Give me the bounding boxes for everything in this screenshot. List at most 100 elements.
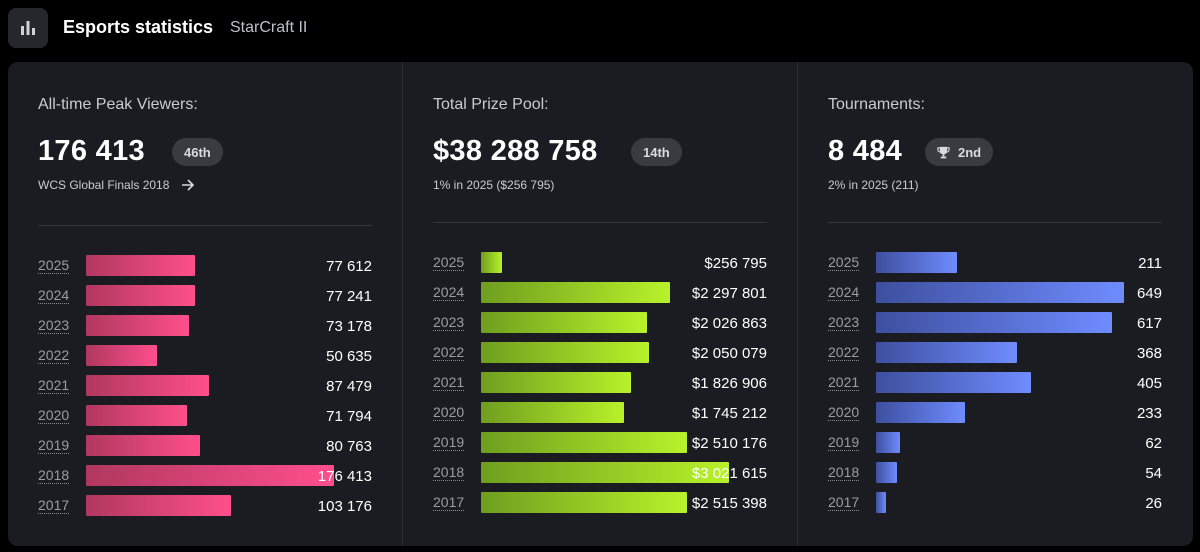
year-label[interactable]: 2020 — [38, 407, 70, 424]
bar-value-label: 211 — [1138, 255, 1162, 272]
stat-label: Total Prize Pool: — [433, 96, 549, 113]
bar — [86, 435, 200, 456]
bar — [86, 345, 157, 366]
bar-row: 2017 26 — [828, 488, 1162, 518]
bar-value-label: 176 413 — [317, 468, 372, 485]
year-label[interactable]: 2021 — [828, 374, 860, 391]
bar — [86, 495, 231, 516]
logo-button[interactable] — [8, 8, 48, 48]
bar — [481, 432, 687, 453]
bar-row: 2023 $2 026 863 — [433, 308, 767, 338]
bar-value-label: $256 795 — [704, 255, 767, 272]
stat-value: 8 484 — [828, 135, 903, 167]
bar-value-label: 617 — [1136, 315, 1162, 332]
bar-value-label: 368 — [1136, 345, 1162, 362]
bar-row: 2017 $2 515 398 — [433, 488, 767, 518]
bar-value-label: 77 612 — [326, 258, 372, 275]
bar — [876, 372, 1031, 393]
year-label[interactable]: 2021 — [38, 377, 70, 394]
year-label[interactable]: 2025 — [828, 254, 860, 271]
year-label[interactable]: 2017 — [828, 494, 860, 511]
bar-value-label: 73 178 — [326, 318, 372, 335]
tournament-share-text: 2% in 2025 (211) — [828, 178, 919, 192]
bar-row: 2020 71 794 — [38, 401, 372, 431]
bar-row: 2018 54 — [828, 458, 1162, 488]
peak-event-link[interactable]: WCS Global Finals 2018 — [38, 178, 195, 192]
bar — [481, 372, 631, 393]
bar — [86, 375, 209, 396]
game-name: StarCraft II — [230, 19, 308, 36]
year-label[interactable]: 2022 — [828, 344, 860, 361]
bar-row: 2021 $1 826 906 — [433, 368, 767, 398]
bar — [481, 252, 502, 273]
peak-event-name: WCS Global Finals 2018 — [38, 178, 170, 192]
year-label[interactable]: 2017 — [433, 494, 465, 511]
bar — [481, 282, 670, 303]
year-label[interactable]: 2020 — [433, 404, 465, 421]
year-label[interactable]: 2017 — [38, 497, 70, 514]
year-label[interactable]: 2018 — [828, 464, 860, 481]
bar — [86, 465, 334, 486]
year-label[interactable]: 2024 — [38, 287, 70, 304]
bar — [86, 255, 195, 276]
year-label[interactable]: 2023 — [38, 317, 70, 334]
year-label[interactable]: 2019 — [38, 437, 70, 454]
bar — [876, 342, 1017, 363]
year-label[interactable]: 2024 — [433, 284, 465, 301]
bar-value-label: 54 — [1145, 465, 1162, 482]
year-label[interactable]: 2020 — [828, 404, 860, 421]
bar — [876, 282, 1124, 303]
year-label[interactable]: 2024 — [828, 284, 860, 301]
bar — [481, 312, 647, 333]
bar-row: 2022 50 635 — [38, 341, 372, 371]
year-label[interactable]: 2023 — [828, 314, 860, 331]
bar-value-label: 87 479 — [326, 378, 372, 395]
year-label[interactable]: 2025 — [38, 257, 70, 274]
bar — [876, 402, 965, 423]
arrow-right-icon — [182, 179, 195, 191]
stat-label: All-time Peak Viewers: — [38, 96, 198, 113]
bar-value-label: 233 — [1136, 405, 1162, 422]
bar-value-label: $2 050 079 — [691, 345, 767, 362]
bar-value-label: 649 — [1136, 285, 1162, 302]
stats-panel: All-time Peak Viewers: 176 413 46th WCS … — [8, 62, 1193, 546]
bar — [86, 405, 187, 426]
bar-value-label: 26 — [1145, 495, 1162, 512]
top-bar: Esports statistics StarCraft II — [0, 0, 1200, 56]
bar-row: 2018 176 413 — [38, 461, 372, 491]
divider — [433, 222, 767, 223]
year-label[interactable]: 2018 — [433, 464, 465, 481]
bar-value-label: 80 763 — [326, 438, 372, 455]
stat-value: $38 288 758 — [433, 135, 598, 167]
bar-value-label: $2 297 801 — [691, 285, 767, 302]
bar-row: 2024 649 — [828, 278, 1162, 308]
page-title: Esports statistics — [63, 17, 214, 37]
year-label[interactable]: 2021 — [433, 374, 465, 391]
year-label[interactable]: 2018 — [38, 467, 70, 484]
bar-value-label: 77 241 — [326, 288, 372, 305]
year-label[interactable]: 2019 — [433, 434, 465, 451]
bar-value-label: $2 026 863 — [691, 315, 767, 332]
bar — [876, 312, 1112, 333]
bar-row: 2022 $2 050 079 — [433, 338, 767, 368]
bar-value-label: $1 745 212 — [691, 405, 767, 422]
bar — [86, 315, 189, 336]
trophy-icon — [937, 146, 950, 158]
bar-value-label: 405 — [1136, 375, 1162, 392]
bar-value-label: 62 — [1145, 435, 1162, 452]
bar-row: 2019 62 — [828, 428, 1162, 458]
year-label[interactable]: 2025 — [433, 254, 465, 271]
bar-row: 2023 617 — [828, 308, 1162, 338]
bar — [481, 342, 649, 363]
year-label[interactable]: 2022 — [38, 347, 70, 364]
bar — [481, 492, 687, 513]
column-divider — [797, 62, 798, 546]
bar-row: 2020 233 — [828, 398, 1162, 428]
bar-row: 2025 77 612 — [38, 251, 372, 281]
bar — [481, 402, 624, 423]
year-label[interactable]: 2019 — [828, 434, 860, 451]
divider — [828, 222, 1162, 223]
year-label[interactable]: 2023 — [433, 314, 465, 331]
year-label[interactable]: 2022 — [433, 344, 465, 361]
bar-row: 2021 405 — [828, 368, 1162, 398]
